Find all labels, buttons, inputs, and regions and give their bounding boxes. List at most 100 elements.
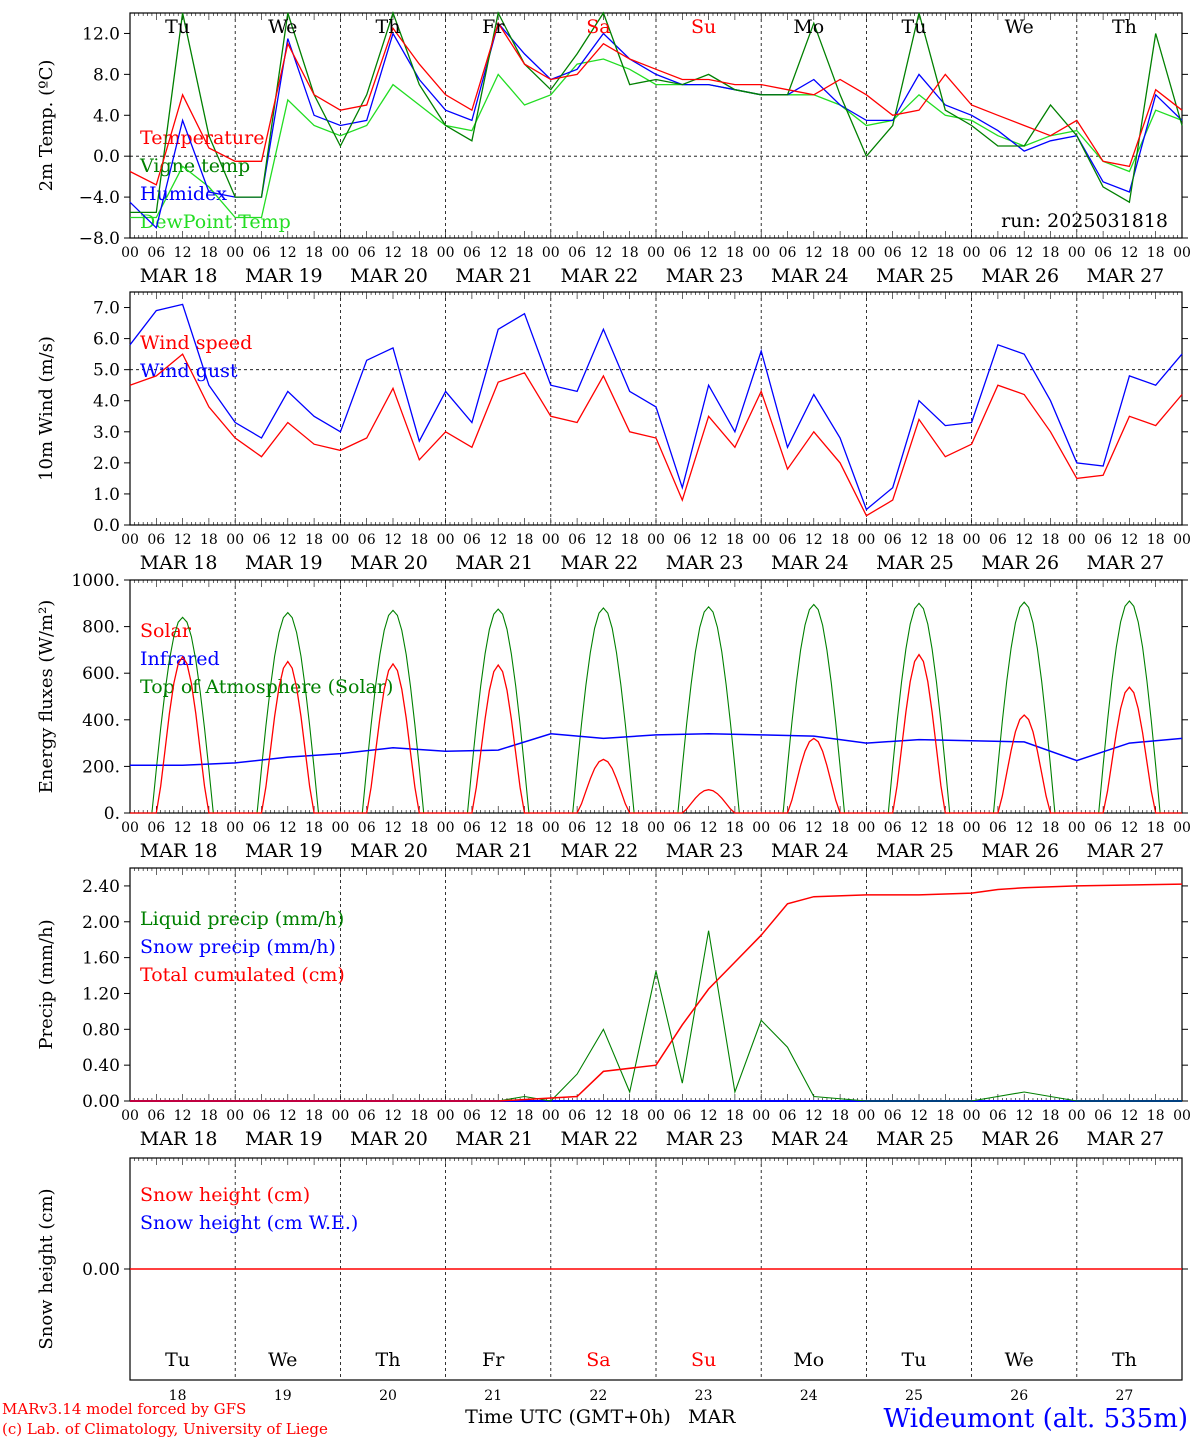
weekday-label-bottom: Th — [1112, 1349, 1137, 1371]
panel-1-hour-tick-label: 06 — [779, 245, 797, 261]
panel-3-date-label: MAR 22 — [561, 840, 639, 862]
panel-4-y-axis-label: Precip (mm/h) — [36, 919, 57, 1049]
panel-1-hour-tick-label: 12 — [594, 245, 612, 261]
panel-3-hour-tick-label: 00 — [437, 820, 455, 836]
panel-3-hour-tick-label: 12 — [279, 820, 297, 836]
panel-3-date-label: MAR 18 — [140, 840, 218, 862]
run-label: run: 2025031818 — [1001, 210, 1168, 232]
panel-3-hour-tick-label: 06 — [147, 820, 165, 836]
panel-4-date-label: MAR 18 — [140, 1128, 218, 1150]
day-number-label: 22 — [589, 1388, 607, 1404]
panel-3-hour-tick-label: 18 — [200, 820, 218, 836]
panel-1-date-label: MAR 19 — [245, 265, 323, 287]
panel-2-hour-tick-label: 18 — [305, 532, 323, 548]
panel-4-hour-tick-label: 18 — [1042, 1108, 1060, 1124]
panel-2-hour-tick-label: 18 — [936, 532, 954, 548]
panel-1-legend-1: Temperature — [140, 127, 264, 149]
panel-1-y-tick-label: 12.0 — [82, 24, 120, 44]
panel-4-hour-tick-label: 06 — [884, 1108, 902, 1124]
weekday-label-bottom: We — [268, 1349, 297, 1371]
panel-1-hour-tick-label: 00 — [752, 245, 770, 261]
panel-1-legend-4: DewPoint Temp — [140, 211, 291, 233]
panel-3-y-tick-label: 800. — [82, 618, 120, 638]
panel-1-y-tick-label: 4.0 — [93, 106, 120, 126]
panel-1-hour-tick-label: 06 — [253, 245, 271, 261]
panel-2-hour-tick-label: 00 — [1173, 532, 1191, 548]
panel-3-y-tick-label: 400. — [82, 711, 120, 731]
panel-4-hour-tick-label: 06 — [1094, 1108, 1112, 1124]
panel-2-hour-tick-label: 00 — [121, 532, 139, 548]
panel-4-hour-tick-label: 06 — [568, 1108, 586, 1124]
panel-2-hour-tick-label: 12 — [594, 532, 612, 548]
panel-2-date-label: MAR 22 — [561, 552, 639, 574]
panel-4-hour-tick-label: 00 — [857, 1108, 875, 1124]
panel-2-y-tick-label: 1.0 — [93, 485, 120, 505]
day-number-label: 18 — [169, 1388, 187, 1404]
panel-1-legend-3: Humidex — [140, 183, 227, 205]
panel-2-date-label: MAR 23 — [666, 552, 744, 574]
panel-3-hour-tick-label: 00 — [857, 820, 875, 836]
panel-2-y-tick-label: 0.0 — [93, 516, 120, 536]
panel-3-hour-tick-label: 00 — [752, 820, 770, 836]
panel-1-hour-tick-label: 00 — [1173, 245, 1191, 261]
panel-1-hour-tick-label: 00 — [857, 245, 875, 261]
panel-2-hour-tick-label: 00 — [752, 532, 770, 548]
panel-1-hour-tick-label: 06 — [358, 245, 376, 261]
panel-4-hour-tick-label: 18 — [1147, 1108, 1165, 1124]
panel-3-date-label: MAR 21 — [455, 840, 533, 862]
panel-4-hour-tick-label: 18 — [200, 1108, 218, 1124]
temp-series-vigne-temp — [130, 11, 1183, 214]
panel-4-hour-tick-label: 12 — [805, 1108, 823, 1124]
panel-1-legend-2: Vigne temp — [139, 155, 250, 177]
panel-3-hour-tick-label: 18 — [726, 820, 744, 836]
panel-1-hour-tick-label: 18 — [410, 245, 428, 261]
panel-2-hour-tick-label: 00 — [857, 532, 875, 548]
temp-series-temperature — [129, 21, 1183, 186]
weekday-label-top: Mo — [793, 16, 824, 38]
panel-3-date-label: MAR 20 — [350, 840, 428, 862]
panel-4-hour-tick-label: 12 — [594, 1108, 612, 1124]
panel-3-date-label: MAR 26 — [981, 840, 1059, 862]
panel-2-y-tick-label: 2.0 — [93, 454, 120, 474]
day-number-label: 26 — [1010, 1388, 1028, 1404]
panel-3-hour-tick-label: 18 — [1042, 820, 1060, 836]
panel-4-y-tick-label: 0.40 — [82, 1056, 120, 1076]
weekday-label-bottom: Sa — [586, 1349, 610, 1371]
panel-2-hour-tick-label: 18 — [516, 532, 534, 548]
panel-2-hour-tick-label: 12 — [279, 532, 297, 548]
panel-2-hour-tick-label: 06 — [358, 532, 376, 548]
panel-1-hour-tick-label: 00 — [542, 245, 560, 261]
panel-1-hour-tick-label: 06 — [673, 245, 691, 261]
panel-2-legend-2: Wind gust — [140, 360, 238, 382]
panel-4-hour-tick-label: 12 — [1120, 1108, 1138, 1124]
panel-4-hour-tick-label: 18 — [726, 1108, 744, 1124]
panel-4-hour-tick-label: 00 — [1068, 1108, 1086, 1124]
panel-4-date-label: MAR 20 — [350, 1128, 428, 1150]
panel-3-hour-tick-label: 12 — [1120, 820, 1138, 836]
temp-series-humidex — [129, 21, 1183, 230]
weekday-label-top: Th — [1112, 16, 1137, 38]
panel-3-hour-tick-label: 06 — [779, 820, 797, 836]
panel-4-hour-tick-label: 18 — [410, 1108, 428, 1124]
panel-4-date-label: MAR 24 — [771, 1128, 849, 1150]
panel-4-hour-tick-label: 00 — [1173, 1108, 1191, 1124]
wind-series-wind-speed — [129, 353, 1183, 517]
panel-1-date-label: MAR 27 — [1087, 265, 1165, 287]
panel-2-hour-tick-label: 18 — [621, 532, 639, 548]
panel-2-hour-tick-label: 00 — [437, 532, 455, 548]
panel-1-hour-tick-label: 18 — [516, 245, 534, 261]
panel-4-hour-tick-label: 12 — [279, 1108, 297, 1124]
panel-3-hour-tick-label: 00 — [1068, 820, 1086, 836]
weekday-label-bottom: Mo — [793, 1349, 824, 1371]
panel-2-hour-tick-label: 06 — [779, 532, 797, 548]
panel-2-hour-tick-label: 06 — [568, 532, 586, 548]
panel-2-date-label: MAR 24 — [771, 552, 849, 574]
panel-5-y-tick-label: 0.00 — [82, 1260, 120, 1280]
panel-4-hour-tick-label: 18 — [621, 1108, 639, 1124]
panel-3-hour-tick-label: 12 — [174, 820, 192, 836]
panel-2-y-tick-label: 4.0 — [93, 392, 120, 412]
panel-3-y-tick-label: 1000. — [71, 571, 120, 591]
panel-2-date-label: MAR 19 — [245, 552, 323, 574]
panel-4-hour-tick-label: 18 — [305, 1108, 323, 1124]
panel-2-hour-tick-label: 18 — [200, 532, 218, 548]
